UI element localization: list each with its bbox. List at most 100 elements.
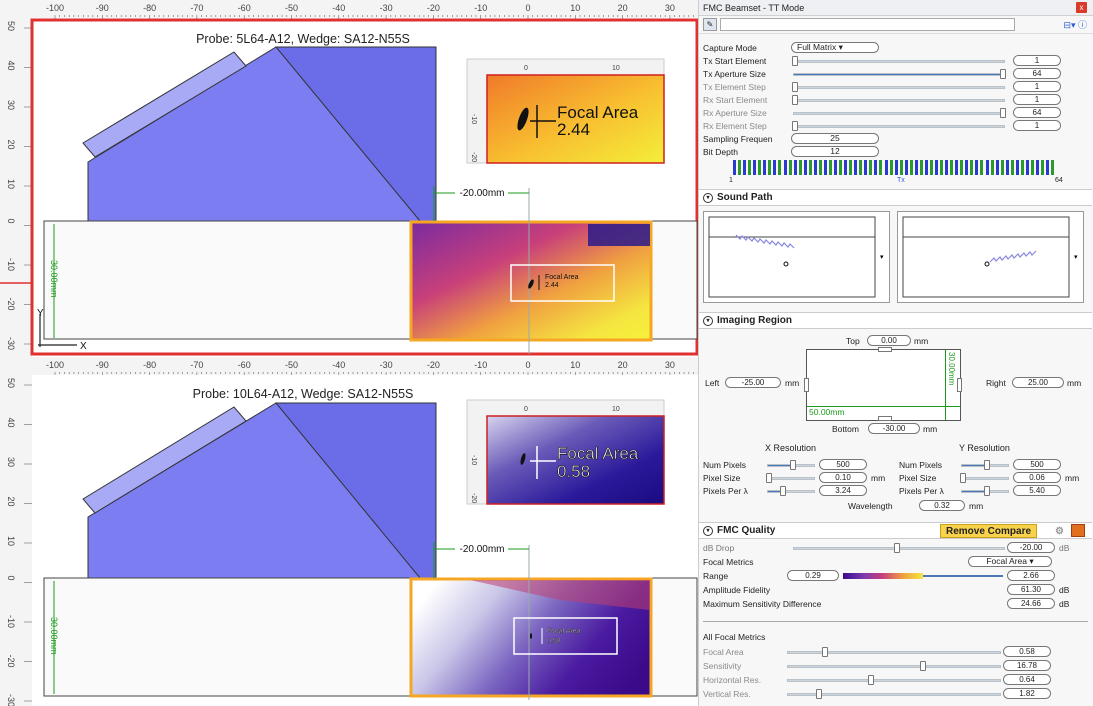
sound-path-right-dropdown-icon[interactable]: ▾: [1074, 254, 1078, 261]
rx-start-spin[interactable]: 1: [1013, 94, 1061, 105]
capture-mode-select[interactable]: Full Matrix ▾: [791, 42, 879, 53]
top-inset-border: [486, 74, 665, 164]
top-probe[interactable]: [82, 51, 247, 158]
range-max-value: 2.66: [1023, 571, 1039, 580]
array-element: [859, 160, 863, 175]
x-pixels-per-row: Pixels Per λ 3.24: [703, 485, 893, 497]
y-num-pixels-slider[interactable]: [961, 460, 1009, 470]
array-element: [884, 160, 888, 175]
tx-step-slider[interactable]: [792, 82, 1005, 92]
rx-aperture-spin[interactable]: 64: [1013, 107, 1061, 118]
view-options-icon[interactable]: ⊟▾ ⓘ: [1063, 20, 1087, 30]
probe-tool-icon[interactable]: ✎: [703, 18, 717, 31]
bottom-heatmap-band: [470, 580, 650, 610]
color-palette-icon[interactable]: [1071, 524, 1085, 537]
rx-step-label: Rx Element Step: [703, 121, 767, 131]
array-element: [1000, 160, 1004, 175]
vertical-res-slider[interactable]: [787, 689, 1001, 699]
capture-mode-value: Full Matrix: [797, 42, 837, 52]
bottom-spin[interactable]: -30.00: [868, 423, 920, 434]
range-min-spin[interactable]: 0.29: [787, 570, 839, 581]
range-track[interactable]: [923, 575, 1003, 577]
sensitivity-row: Sensitivity 16.78: [703, 660, 1088, 672]
imaging-region-header[interactable]: ▾ Imaging Region: [699, 312, 1092, 329]
sound-path-right-view[interactable]: ▾: [897, 211, 1084, 303]
rx-start-slider[interactable]: [792, 95, 1005, 105]
rx-step-spin[interactable]: 1: [1013, 120, 1061, 131]
array-element: [995, 160, 999, 175]
right-spin[interactable]: 25.00: [1012, 377, 1064, 388]
fmc-quality-header[interactable]: ▾ FMC Quality Remove Compare ⚙: [699, 522, 1092, 539]
width-label: 50.00mm: [809, 407, 845, 417]
amp-fidelity-field: 61.30: [1007, 584, 1055, 595]
x-pixel-size-slider[interactable]: [766, 473, 815, 483]
bottom-ruler-y: [0, 375, 32, 706]
bottom-probe[interactable]: [82, 406, 247, 514]
collapse-icon[interactable]: ▾: [703, 193, 713, 203]
left-label: Left: [705, 378, 720, 388]
y-num-pixels-spin[interactable]: 500: [1013, 459, 1061, 470]
y-pixel-size-spin[interactable]: 0.06: [1013, 472, 1061, 483]
array-element: [864, 160, 868, 175]
horizontal-res-slider[interactable]: [787, 675, 1001, 685]
range-colorbar[interactable]: [843, 573, 923, 579]
rx-step-slider[interactable]: [792, 121, 1005, 131]
remove-compare-button[interactable]: Remove Compare: [940, 524, 1038, 538]
left-handle[interactable]: [804, 378, 809, 392]
top-handle[interactable]: [878, 347, 892, 352]
db-drop-spin[interactable]: -20.00: [1007, 542, 1055, 553]
y-num-pixels-row: Num Pixels 500: [899, 459, 1089, 471]
collapse-icon[interactable]: ▾: [703, 316, 713, 326]
tx-start-slider[interactable]: [792, 56, 1005, 66]
sound-path-left-dropdown-icon[interactable]: ▾: [880, 254, 884, 261]
tx-start-spin[interactable]: 1: [1013, 55, 1061, 66]
sensitivity-slider[interactable]: [787, 661, 1001, 671]
left-spin[interactable]: -25.00: [725, 377, 781, 388]
focal-metrics-select[interactable]: Focal Area ▾: [968, 556, 1052, 567]
bottom-focal-spot: [530, 633, 532, 639]
range-max-spin[interactable]: 2.66: [1007, 570, 1055, 581]
top-inset-heatmap: [487, 75, 664, 163]
rx-aperture-slider[interactable]: [793, 108, 1006, 118]
sampling-select[interactable]: 25: [791, 133, 879, 144]
x-pixels-per-slider[interactable]: [767, 486, 815, 496]
y-pixels-per-slider[interactable]: [961, 486, 1009, 496]
fmc-beamset-panel: FMC Beamset - TT Mode x ✎ ⊟▾ ⓘ Capture M…: [698, 0, 1093, 706]
x-pixels-per-spin[interactable]: 3.24: [819, 485, 867, 496]
y-pixel-size-slider[interactable]: [960, 473, 1009, 483]
tx-step-spin[interactable]: 1: [1013, 81, 1061, 92]
array-element: [955, 160, 959, 175]
element-array-bar[interactable]: [733, 160, 1057, 175]
sensitivity-value: 16.78: [1016, 661, 1038, 670]
gear-icon[interactable]: ⚙: [1055, 526, 1064, 537]
array-element: [793, 160, 797, 175]
beamset-name-field[interactable]: [720, 18, 1015, 31]
y-pixels-per-spin[interactable]: 5.40: [1013, 485, 1061, 496]
bottom-focal-box[interactable]: [513, 617, 618, 655]
x-pixel-size-spin[interactable]: 0.10: [819, 472, 867, 483]
tx-aperture-slider[interactable]: [793, 69, 1006, 79]
right-handle[interactable]: [957, 378, 962, 392]
imaging-region-box[interactable]: 50.00mm 30.00mm: [804, 347, 962, 421]
sound-path-left-view[interactable]: ▾: [703, 211, 890, 303]
array-element: [828, 160, 832, 175]
sound-path-left-diagram: ▾: [708, 216, 884, 298]
focal-area-slider[interactable]: [787, 647, 1001, 657]
close-icon[interactable]: x: [1076, 2, 1087, 13]
y-resolution-title: Y Resolution: [959, 443, 1010, 453]
top-focal-box[interactable]: [510, 264, 615, 302]
bottom-inset-tick-10: 10: [612, 406, 620, 413]
x-num-pixels-spin[interactable]: 500: [819, 459, 867, 470]
db-drop-slider[interactable]: [793, 543, 1005, 553]
top-inset-value: 2.44: [557, 120, 590, 139]
ruler-x-tick-label: 10: [570, 3, 580, 13]
top-spin[interactable]: 0.00: [867, 335, 911, 346]
tx-aperture-spin[interactable]: 64: [1013, 68, 1061, 79]
bottom-handle[interactable]: [878, 416, 892, 421]
x-num-pixels-slider[interactable]: [767, 460, 815, 470]
array-element: [914, 160, 918, 175]
collapse-icon[interactable]: ▾: [703, 526, 713, 536]
sound-path-header[interactable]: ▾ Sound Path: [699, 189, 1092, 206]
bitdepth-select[interactable]: 12: [791, 146, 879, 157]
